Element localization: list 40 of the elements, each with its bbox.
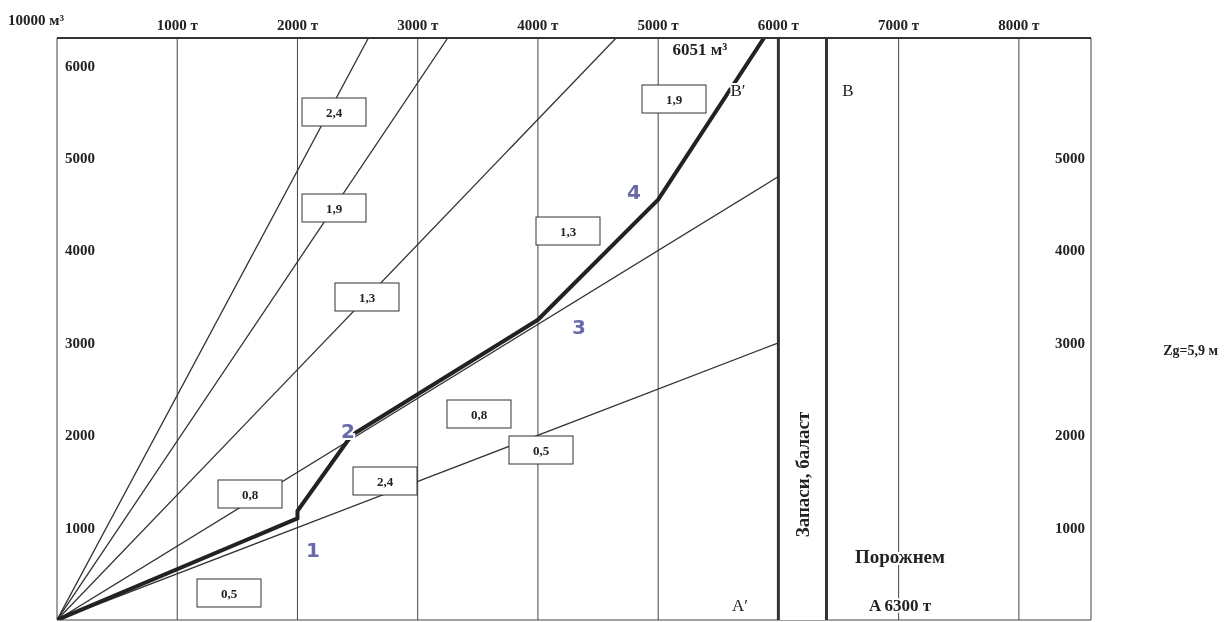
x-tick-label: 6000 т (757, 17, 800, 33)
text: Zg=5,9 м (1163, 342, 1219, 358)
annotation: 2 (341, 419, 355, 443)
annotation: A′ (732, 595, 748, 615)
annotation: B′ (730, 80, 746, 100)
y-axis-title: 10000 м³ (8, 12, 65, 28)
y-tick-label: 4000 (65, 242, 95, 259)
annotation: 1,3 (358, 289, 376, 305)
annotation: 2,4 (325, 104, 343, 120)
y-tick-label: 6000 (65, 57, 95, 74)
y2-tick-label: 3000 (1055, 334, 1085, 351)
x-tick-label: 2000 т (276, 17, 319, 33)
annotation: B (842, 80, 854, 100)
annotation: 2,4 (376, 473, 394, 489)
x-tick-label: 8000 т (998, 17, 1041, 33)
y2-tick-label: 1000 (1055, 519, 1085, 536)
x-tick-label: 4000 т (517, 17, 560, 33)
annotation: 1,9 (665, 91, 683, 107)
y-tick-label: 2000 (65, 427, 95, 444)
annotation: 6051 м³ (672, 39, 728, 59)
x-tick-label: 3000 т (397, 17, 439, 33)
annotation: 0,8 (241, 486, 259, 502)
annotation: 1,9 (325, 200, 343, 216)
annotation: 4 (627, 180, 641, 204)
y2-tick-label: 2000 (1055, 427, 1085, 444)
y2-tick-label: 4000 (1055, 242, 1085, 259)
band-label: Запаси, баласт (791, 410, 813, 538)
annotation: 0,5 (220, 585, 238, 601)
annotation: 0,8 (470, 406, 488, 422)
x-tick-label: 1000 т (156, 17, 199, 33)
annotation: 1 (306, 538, 320, 562)
y2-tick-label: 5000 (1055, 150, 1085, 167)
y-tick-label: 1000 (65, 519, 95, 536)
annotation: 0,5 (532, 442, 550, 458)
y-tick-label: 3000 (65, 334, 95, 351)
x-tick-label: 7000 т (878, 17, 920, 33)
x-tick-label: 5000 т (637, 17, 680, 33)
annotation: 1,3 (559, 223, 577, 239)
y-tick-label: 5000 (65, 150, 95, 167)
annotation: 3 (572, 315, 586, 339)
